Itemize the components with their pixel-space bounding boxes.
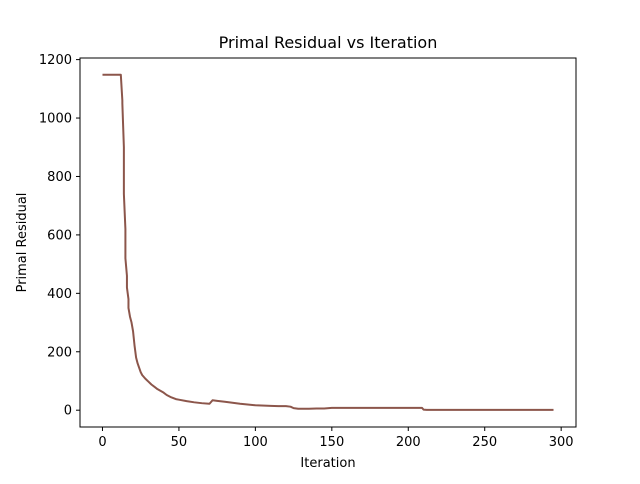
series-layer (102, 73, 554, 411)
x-tick-label: 300 (549, 435, 574, 450)
y-tick-label: 1000 (39, 112, 72, 127)
series-line-0 (102, 73, 554, 411)
chart-title: Primal Residual vs Iteration (219, 33, 438, 52)
x-tick-label: 250 (472, 435, 497, 450)
x-axis-label: Iteration (300, 456, 355, 471)
x-tick-label: 0 (98, 435, 106, 450)
y-axis: 0 200 400 600 800 1000 1200 (39, 53, 80, 419)
y-tick-label: 1200 (39, 53, 72, 68)
y-axis-label: Primal Residual (15, 193, 30, 293)
y-tick-label: 800 (47, 170, 72, 185)
y-tick-label: 0 (64, 404, 72, 419)
x-tick-label: 100 (243, 435, 268, 450)
plot-frame (79, 57, 577, 428)
y-tick-label: 600 (47, 228, 72, 243)
y-tick-label: 400 (47, 287, 72, 302)
x-tick-label: 200 (396, 435, 421, 450)
y-tick-label: 200 (47, 345, 72, 360)
x-tick-label: 50 (171, 435, 188, 450)
x-axis: 0 50 100 150 200 250 300 (98, 427, 574, 450)
x-tick-label: 150 (319, 435, 344, 450)
